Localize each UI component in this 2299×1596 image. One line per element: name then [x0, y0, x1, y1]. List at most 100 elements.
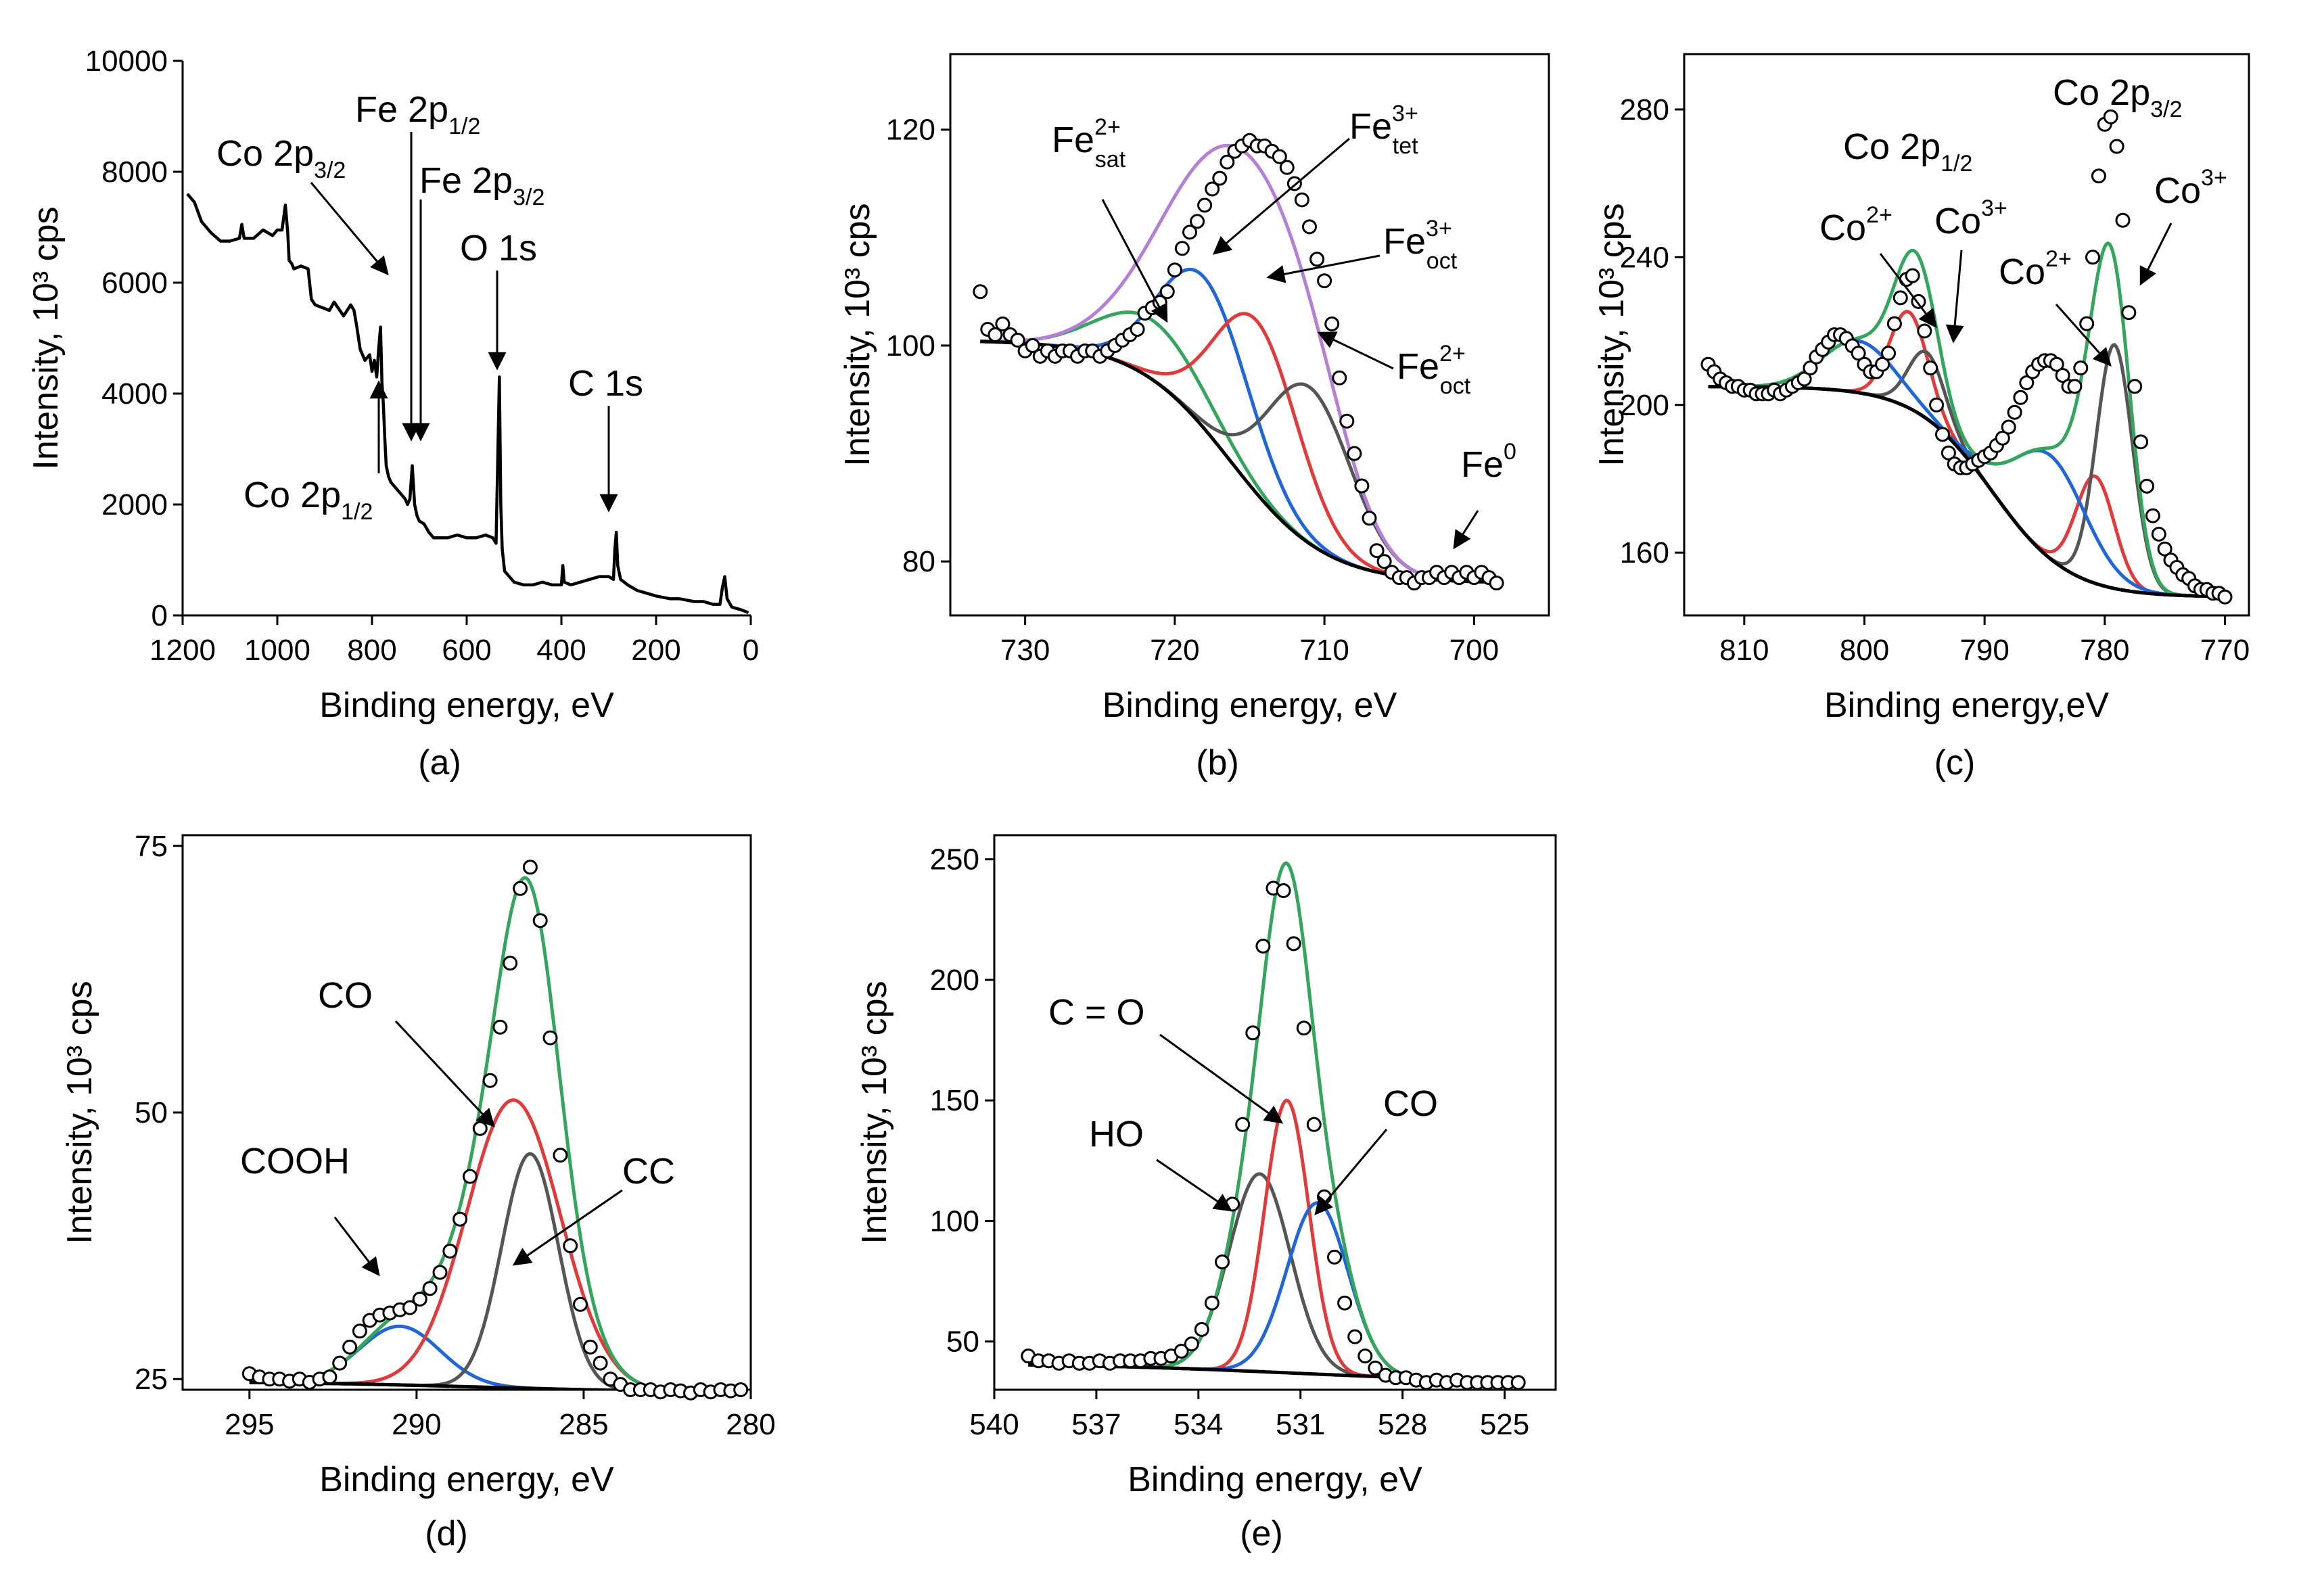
- data-point: [1995, 430, 2010, 446]
- data-point: [1489, 576, 1504, 591]
- data-point: [2127, 379, 2143, 394]
- y-axis-label: Intensity, 10³ cps: [1592, 203, 1631, 466]
- annotation-arrow: [1156, 1158, 1233, 1212]
- data-point: [492, 1019, 508, 1035]
- annotation-label: Co 2p1/2: [243, 475, 373, 525]
- data-point: [573, 1296, 588, 1312]
- y-tick-label: 200: [1620, 389, 1669, 422]
- annotation-label: Co2+: [1999, 246, 2072, 292]
- y-tick-label: 2000: [101, 488, 168, 521]
- data-point: [1220, 154, 1235, 170]
- plot-area: [1708, 241, 2225, 598]
- data-point: [1510, 1375, 1526, 1390]
- data-point: [1174, 1344, 1189, 1359]
- data-point: [342, 1339, 358, 1355]
- data-point: [2157, 541, 2173, 557]
- annotation-arrow: [1159, 1033, 1284, 1124]
- data-point: [503, 956, 518, 971]
- data-point: [1276, 883, 1291, 898]
- y-tick-label: 280: [1620, 93, 1669, 126]
- x-axis-label: Binding energy, eV: [1128, 1460, 1422, 1499]
- annotation-arrow: [1453, 510, 1479, 550]
- data-point: [402, 1300, 417, 1315]
- y-axis-label: Intensity, 10³ cps: [60, 981, 99, 1244]
- x-tick-label: 400: [536, 634, 586, 667]
- data-point: [432, 1265, 448, 1280]
- annotation-arrow: [512, 1189, 623, 1266]
- annotation-arrow: [1879, 253, 1937, 329]
- data-point: [1324, 316, 1340, 331]
- y-axis-label: Intensity, 10³ cps: [855, 981, 894, 1244]
- data-point: [1182, 225, 1197, 240]
- x-tick-label: 295: [225, 1408, 274, 1441]
- y-axis-label: Intensity, 10³ cps: [26, 206, 66, 469]
- annotation-arrow: [2139, 222, 2173, 286]
- data-point: [1905, 268, 1920, 283]
- data-point: [1279, 160, 1295, 175]
- data-point: [1255, 939, 1271, 954]
- data-point: [973, 284, 988, 300]
- data-point: [332, 1355, 348, 1371]
- data-point: [1286, 936, 1301, 952]
- data-point: [2067, 379, 2083, 394]
- panel-a: 1200 1000 800 600 400 200 00200040006000800010…: [26, 45, 759, 782]
- data-point: [352, 1323, 367, 1339]
- data-point: [1130, 322, 1145, 337]
- data-point: [412, 1292, 427, 1307]
- y-tick-label: 100: [930, 1204, 979, 1238]
- data-point: [522, 860, 538, 875]
- data-point: [532, 913, 548, 929]
- data-point: [1369, 543, 1385, 559]
- data-point: [1347, 446, 1362, 461]
- data-point: [1215, 1254, 1230, 1269]
- y-tick-label: 10000: [85, 45, 168, 78]
- data-point: [1317, 273, 1332, 289]
- annotation-label: Co3+: [1934, 195, 2007, 241]
- data-point: [2115, 212, 2131, 228]
- annotation-label: Fe 2p1/2: [355, 89, 480, 139]
- x-axis-label: Binding energy, eV: [319, 686, 614, 725]
- annotation-arrow: [1945, 250, 1964, 344]
- data-point: [1167, 262, 1182, 278]
- data-point: [2139, 478, 2154, 494]
- data-point: [1294, 192, 1309, 208]
- data-point: [1935, 427, 1950, 442]
- data-point: [1194, 1321, 1209, 1337]
- data-point: [1347, 1329, 1363, 1344]
- data-point: [482, 1073, 498, 1088]
- data-point: [442, 1244, 458, 1259]
- data-point: [1923, 360, 1938, 376]
- data-point: [1881, 346, 1896, 361]
- y-tick-label: 8000: [101, 156, 168, 189]
- y-tick-label: 240: [1620, 241, 1669, 274]
- data-point: [2151, 526, 2166, 542]
- annotation-label: CO: [1383, 1083, 1438, 1124]
- plot-frame: [1683, 53, 2250, 617]
- y-tick-label: 250: [930, 843, 979, 876]
- x-tick-label: 290: [392, 1408, 441, 1441]
- panel-b: 730 720 710 700 80 100 120 Binding energy, eV In…: [838, 53, 1550, 782]
- data-point: [1337, 1295, 1353, 1311]
- y-tick-label: 25: [135, 1363, 168, 1396]
- data-point: [1929, 397, 1945, 413]
- data-point: [2079, 316, 2095, 331]
- fit-component-ho: [1028, 1172, 1518, 1382]
- data-point: [472, 1121, 488, 1136]
- panel-label: (d): [425, 1514, 468, 1553]
- data-point: [1272, 149, 1287, 164]
- x-tick-label: 285: [559, 1408, 608, 1441]
- data-point: [1886, 316, 1902, 331]
- x-tick-label: 528: [1378, 1408, 1427, 1441]
- plot-frame: [993, 834, 1557, 1391]
- x-tick-label: 531: [1276, 1408, 1325, 1441]
- y-tick-label: 4000: [101, 377, 168, 410]
- panel-label: (e): [1240, 1514, 1283, 1553]
- y-tick-label: 50: [946, 1325, 979, 1359]
- y-tick-label: 75: [135, 830, 168, 863]
- annotation-label: Fe2+ sat: [1052, 114, 1126, 172]
- data-point: [2055, 368, 2070, 383]
- annotation-label: Co 2p3/2: [216, 133, 346, 183]
- annotation-label: C 1s: [568, 363, 643, 404]
- x-tick-label: 537: [1071, 1408, 1121, 1441]
